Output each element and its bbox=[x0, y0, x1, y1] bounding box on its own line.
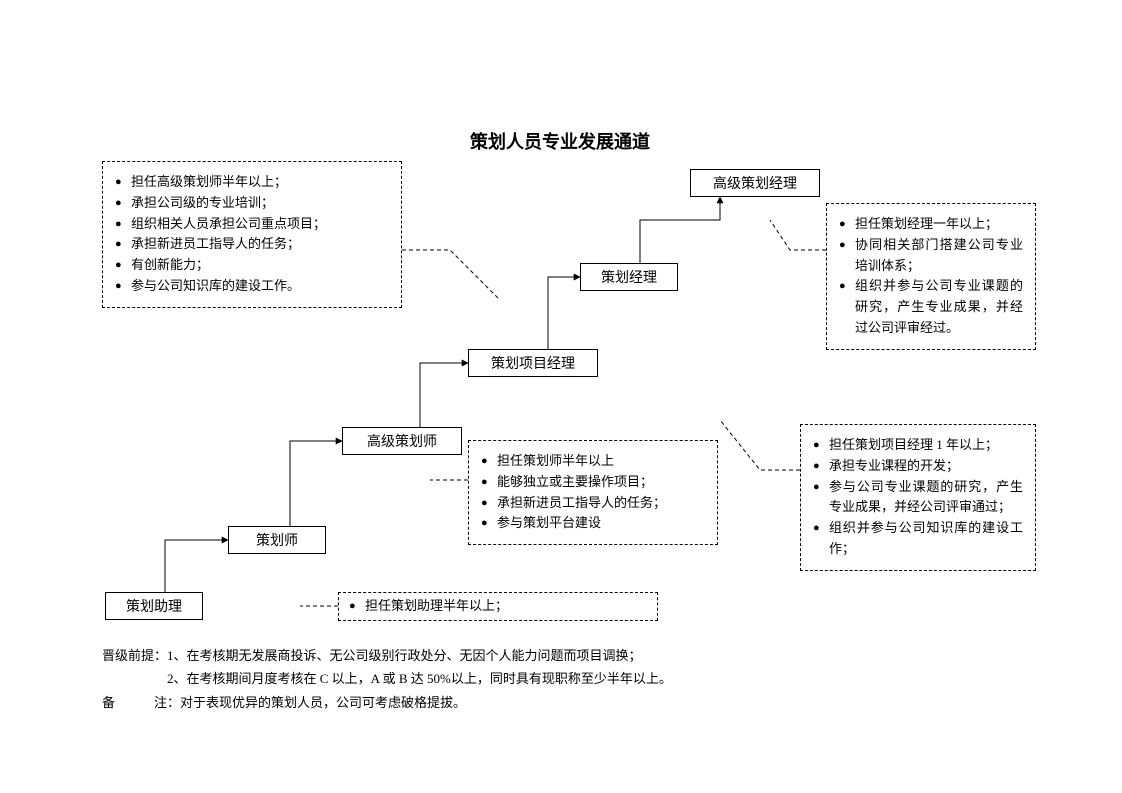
list-item: 参与公司专业课题的研究，产生专业成果，并经公司评审通过； bbox=[813, 477, 1023, 519]
desc-top-left: 担任高级策划师半年以上； 承担公司级的专业培训； 组织相关人员承担公司重点项目；… bbox=[102, 161, 402, 308]
list-item: 承担专业课程的开发； bbox=[813, 456, 1023, 477]
list-item: 担任策划经理一年以上； bbox=[839, 214, 1023, 235]
node-project-mgr: 策划项目经理 bbox=[468, 349, 598, 377]
desc-top-right: 担任策划经理一年以上； 协同相关部门搭建公司专业培训体系； 组织并参与公司专业课… bbox=[826, 203, 1036, 350]
edge-n3-n4 bbox=[420, 363, 468, 427]
list-item: 承担公司级的专业培训； bbox=[115, 193, 389, 214]
node-senior-mgr: 高级策划经理 bbox=[690, 169, 820, 197]
list-item: 承担新进员工指导人的任务； bbox=[481, 493, 705, 514]
list-item: 组织并参与公司知识库的建设工作； bbox=[813, 518, 1023, 560]
leader-topleft bbox=[402, 250, 500, 300]
list-item: 组织相关人员承担公司重点项目； bbox=[115, 214, 389, 235]
desc-bottom-small: 担任策划助理半年以上； bbox=[338, 592, 658, 621]
footer-notes: 晋级前提：1、在考核期无发展商投诉、无公司级别行政处分、无因个人能力问题而项目调… bbox=[102, 644, 672, 714]
leader-topright bbox=[770, 220, 826, 250]
desc-mid-right: 担任策划项目经理 1 年以上； 承担专业课程的开发； 参与公司专业课题的研究，产… bbox=[800, 424, 1036, 571]
leader-midright bbox=[720, 420, 800, 470]
list-item: 参与公司知识库的建设工作。 bbox=[115, 276, 389, 297]
list-item: 有创新能力； bbox=[115, 255, 389, 276]
list-item: 组织并参与公司专业课题的研究，产生专业成果，并经过公司评审经过。 bbox=[839, 276, 1023, 338]
list-item: 承担新进员工指导人的任务； bbox=[115, 234, 389, 255]
footer-line: 备 注：对于表现优异的策划人员，公司可考虑破格提拔。 bbox=[102, 691, 672, 714]
node-planner: 策划师 bbox=[228, 526, 326, 554]
list-item: 担任策划助理半年以上； bbox=[349, 596, 647, 617]
desc-mid-center: 担任策划师半年以上 能够独立或主要操作项目； 承担新进员工指导人的任务； 参与策… bbox=[468, 440, 718, 545]
node-senior-planner: 高级策划师 bbox=[342, 427, 462, 455]
list-item: 参与策划平台建设 bbox=[481, 513, 705, 534]
footer-line: 2、在考核期间月度考核在 C 以上，A 或 B 达 50%以上，同时具有现职称至… bbox=[102, 667, 672, 690]
list-item: 能够独立或主要操作项目； bbox=[481, 472, 705, 493]
edge-n4-n5 bbox=[548, 277, 580, 349]
node-manager: 策划经理 bbox=[580, 263, 678, 291]
node-assistant: 策划助理 bbox=[105, 592, 203, 620]
footer-line: 晋级前提：1、在考核期无发展商投诉、无公司级别行政处分、无因个人能力问题而项目调… bbox=[102, 644, 672, 667]
edge-n1-n2 bbox=[165, 540, 228, 592]
list-item: 担任策划师半年以上 bbox=[481, 451, 705, 472]
edge-n5-n6 bbox=[640, 197, 720, 263]
page-title: 策划人员专业发展通道 bbox=[470, 128, 650, 154]
list-item: 担任策划项目经理 1 年以上； bbox=[813, 435, 1023, 456]
list-item: 协同相关部门搭建公司专业培训体系； bbox=[839, 235, 1023, 277]
list-item: 担任高级策划师半年以上； bbox=[115, 172, 389, 193]
edge-n2-n3 bbox=[290, 441, 342, 526]
